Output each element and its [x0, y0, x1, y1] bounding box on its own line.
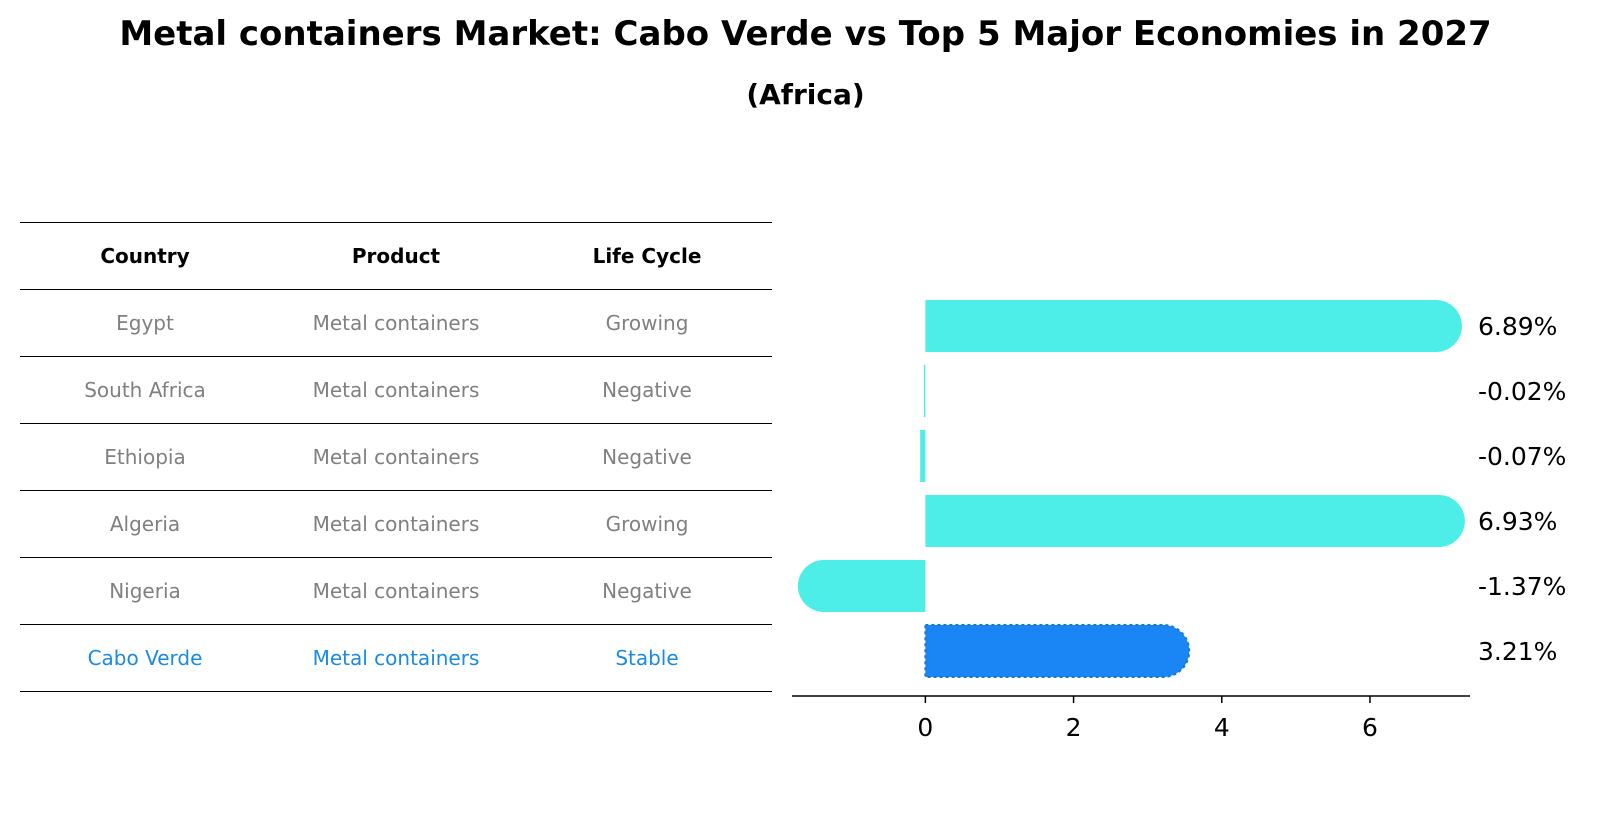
cell-product: Metal containers: [312, 445, 480, 469]
value-label: -0.02%: [1478, 377, 1566, 406]
bar-ethiopia: [920, 430, 926, 482]
cell-country: Ethiopia: [104, 445, 186, 469]
header-country: Country: [100, 244, 190, 268]
table-row-highlight: Cabo Verde Metal containers Stable: [20, 625, 772, 692]
x-tick-label: 0: [917, 713, 933, 742]
chart-subtitle: (Africa): [746, 78, 865, 111]
cell-life-cycle: Growing: [605, 311, 689, 335]
x-tick-label: 2: [1066, 713, 1082, 742]
cell-country: Algeria: [109, 512, 181, 536]
table-row: Algeria Metal containers Growing: [20, 491, 772, 558]
value-label: 6.93%: [1478, 507, 1557, 536]
header-product: Product: [351, 244, 441, 268]
table-header-row: Country Product Life Cycle: [20, 223, 772, 290]
bar-egypt: [925, 300, 1462, 352]
cell-life-cycle: Negative: [602, 445, 692, 469]
bar-algeria: [925, 495, 1465, 547]
country-table: Country Product Life Cycle Egypt Metal c…: [20, 222, 772, 692]
cell-product: Metal containers: [312, 579, 480, 603]
header-life-cycle: Life Cycle: [592, 244, 702, 268]
bar-nigeria: [797, 560, 926, 612]
cell-country: Cabo Verde: [87, 646, 203, 670]
cell-product: Metal containers: [312, 311, 480, 335]
value-label: 6.89%: [1478, 312, 1557, 341]
cell-life-cycle: Stable: [615, 646, 679, 670]
chart-title: Metal containers Market: Cabo Verde vs T…: [119, 14, 1492, 54]
value-label: -0.07%: [1478, 442, 1566, 471]
table-row: Ethiopia Metal containers Negative: [20, 424, 772, 491]
cell-life-cycle: Growing: [605, 512, 689, 536]
cell-life-cycle: Negative: [602, 378, 692, 402]
table-row: Nigeria Metal containers Negative: [20, 558, 772, 625]
table-row: South Africa Metal containers Negative: [20, 357, 772, 424]
value-label: -1.37%: [1478, 572, 1566, 601]
x-tick-label: 4: [1214, 713, 1230, 742]
cell-product: Metal containers: [312, 512, 480, 536]
cell-country: Egypt: [116, 311, 174, 335]
bar-south-africa: [923, 365, 926, 417]
cell-country: Nigeria: [109, 579, 181, 603]
cell-country: South Africa: [84, 378, 206, 402]
bar-cabo-verde: [924, 624, 1191, 678]
cell-product: Metal containers: [312, 378, 480, 402]
cell-product: Metal containers: [312, 646, 480, 670]
x-tick-label: 6: [1362, 713, 1378, 742]
table-row: Egypt Metal containers Growing: [20, 290, 772, 357]
value-label: 3.21%: [1478, 637, 1557, 666]
cell-life-cycle: Negative: [602, 579, 692, 603]
